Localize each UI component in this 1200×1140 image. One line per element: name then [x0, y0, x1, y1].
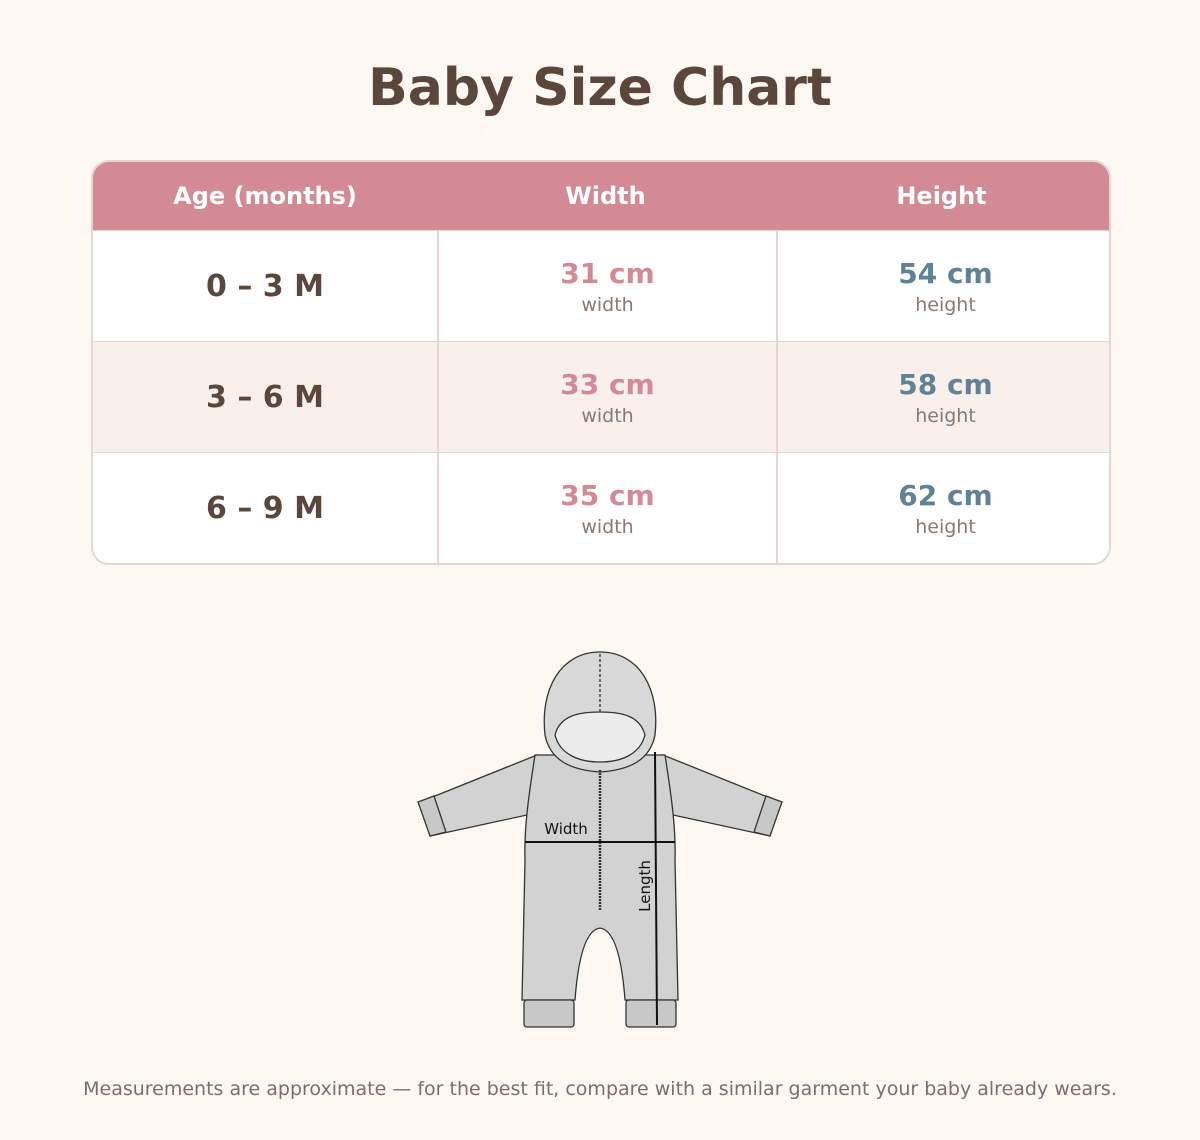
size-table: Age (months) Width Height 0 – 3 M 31 cm wi… — [91, 160, 1111, 565]
header-cell: Height — [896, 182, 987, 210]
age-cell: 6 – 9 M — [93, 453, 437, 563]
length-line — [654, 751, 658, 1026]
height-cell: 54 cm height — [776, 231, 1109, 341]
table-row: 0 – 3 M 31 cm width 54 cm height — [93, 230, 1109, 341]
length-label: Length — [636, 860, 654, 912]
table-row: 3 – 6 M 33 cm width 58 cm height — [93, 341, 1109, 452]
age-cell: 3 – 6 M — [93, 342, 437, 452]
width-value: 35 cm — [560, 478, 655, 512]
note: Measurements are approximate — for the b… — [83, 1078, 1117, 1100]
height-cell: 62 cm height — [776, 453, 1109, 563]
left-cuff — [417, 795, 447, 837]
width-value: 33 cm — [560, 367, 655, 401]
width-caption: width — [581, 515, 634, 538]
table-row: 6 – 9 M 35 cm width 62 cm height — [93, 452, 1109, 563]
age-text: 3 – 6 M — [206, 379, 324, 415]
height-value: 62 cm — [898, 478, 993, 512]
height-caption: height — [915, 293, 976, 316]
width-caption: width — [581, 293, 634, 316]
width-cell: 33 cm width — [437, 342, 776, 452]
right-cuff — [753, 795, 783, 837]
right-leg-cuff — [625, 999, 677, 1028]
height-value: 58 cm — [898, 367, 993, 401]
width-caption: width — [581, 404, 634, 427]
title: Baby Size Chart — [368, 58, 832, 118]
width-label: Width — [544, 820, 588, 838]
age-cell: 0 – 3 M — [93, 231, 437, 341]
hood-opening — [554, 711, 646, 763]
header-cell: Age (months) — [173, 182, 357, 210]
left-leg-cuff — [523, 999, 575, 1028]
width-cell: 31 cm width — [437, 231, 776, 341]
height-cell: 58 cm height — [776, 342, 1109, 452]
age-text: 0 – 3 M — [206, 268, 324, 304]
height-value: 54 cm — [898, 256, 993, 290]
age-text: 6 – 9 M — [206, 490, 324, 526]
header-cell: Width — [565, 182, 646, 210]
table-header: Age (months) Width Height — [93, 162, 1109, 230]
width-value: 31 cm — [560, 256, 655, 290]
height-caption: height — [915, 515, 976, 538]
height-caption: height — [915, 404, 976, 427]
body — [521, 754, 679, 1001]
width-cell: 35 cm width — [437, 453, 776, 563]
